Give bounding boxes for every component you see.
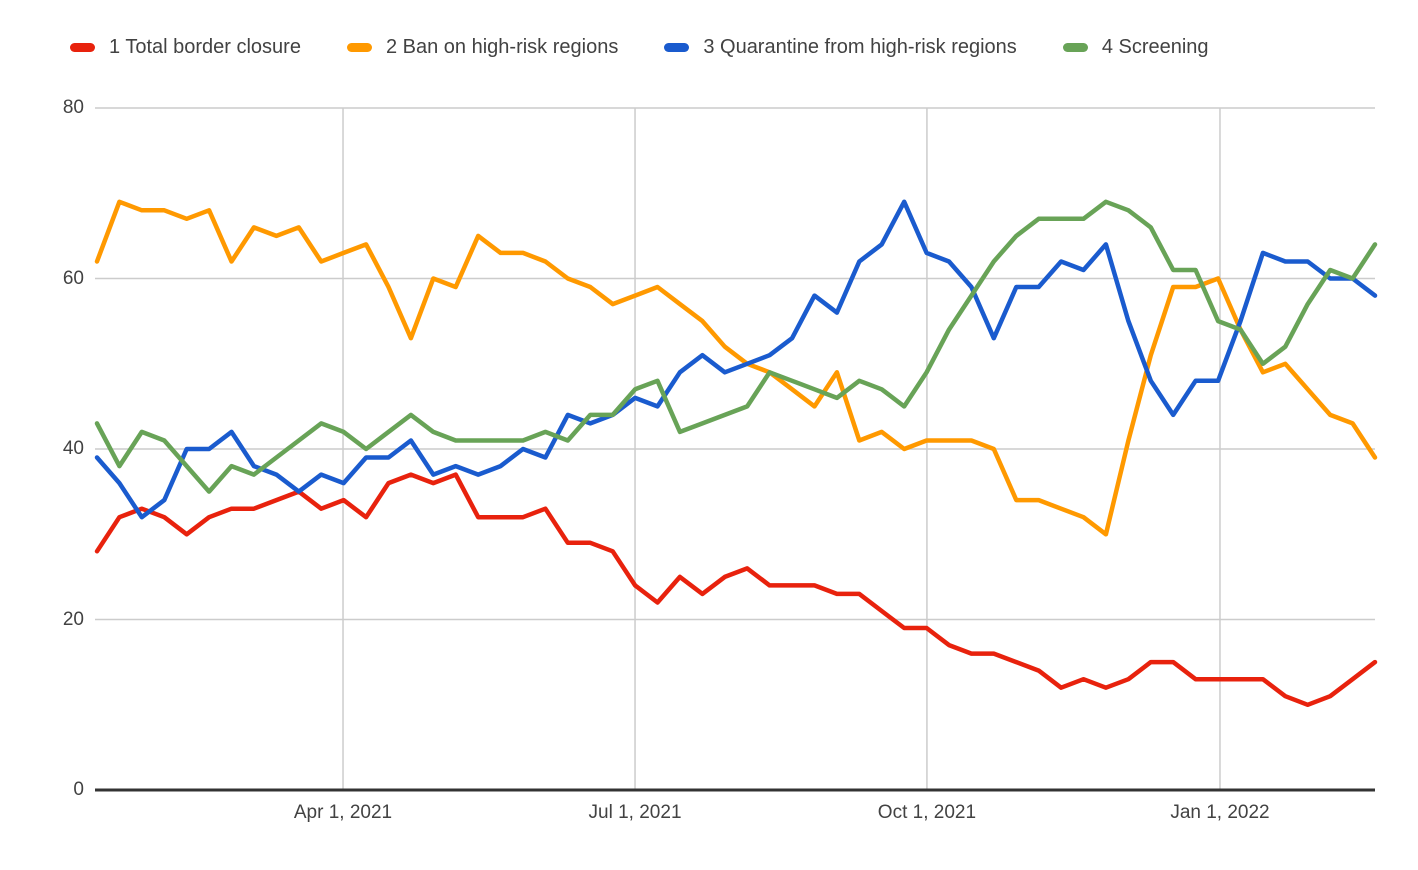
legend-label: 4 Screening (1101, 36, 1209, 58)
legend-item-total-border-closure: 1 Total border closure (70, 36, 301, 59)
x-tick-label-0: Apr 1, 2021 (293, 802, 393, 823)
series-line-3-quarantine-from-high-risk-regions (94, 199, 1378, 520)
series-line-1-total-border-closure (94, 472, 1378, 708)
y-tick-label-20: 20 (62, 608, 84, 630)
x-tick-label-2: Oct 1, 2021 (877, 802, 977, 823)
legend-label: 3 Quarantine from high-risk regions (703, 36, 1017, 58)
series-line-2-ban-on-high-risk-regions (94, 199, 1378, 537)
y-tick-label-60: 60 (62, 267, 84, 289)
legend-label: 2 Ban on high-risk regions (385, 36, 619, 58)
legend-marker-orange-icon (346, 43, 372, 52)
x-tick-label-1: Jul 1, 2021 (588, 802, 682, 823)
legend-marker-blue-icon (664, 43, 690, 52)
y-tick-label-40: 40 (62, 438, 84, 459)
series-line-4-screening (94, 199, 1378, 494)
legend-marker-green-icon (1062, 43, 1088, 52)
legend-item-ban-high-risk: 2 Ban on high-risk regions (346, 36, 619, 59)
legend-marker-red-icon (70, 43, 95, 52)
x-tick-label-3: Jan 1, 2022 (1170, 802, 1270, 823)
chart-legend: 1 Total border closure 2 Ban on high-ris… (70, 36, 1209, 59)
y-tick-label-0: 0 (73, 779, 84, 800)
legend-item-quarantine-high-risk: 3 Quarantine from high-risk regions (664, 36, 1017, 59)
legend-label: 1 Total border closure (109, 36, 301, 58)
legend-item-screening: 4 Screening (1062, 36, 1209, 59)
y-tick-label-80: 80 (62, 97, 84, 118)
